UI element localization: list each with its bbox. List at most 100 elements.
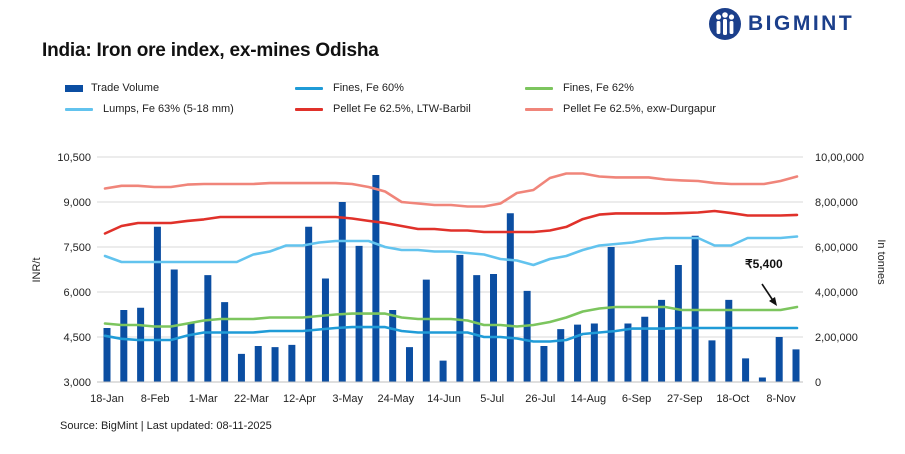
axes: 3,000 4,500 6,000 7,500 9,000 10,500 0 2,00,000… bbox=[57, 152, 864, 405]
y-tick-label: 9,000 bbox=[63, 197, 91, 209]
volume-bar bbox=[473, 275, 481, 382]
legend-item-fines-62: Fines, Fe 62% bbox=[525, 82, 634, 94]
volume-bar bbox=[170, 269, 178, 382]
legend-swatch bbox=[525, 107, 553, 111]
annotation-arrow bbox=[761, 283, 775, 303]
x-tick-label: 27-Sep bbox=[667, 393, 702, 405]
series-line bbox=[103, 325, 799, 343]
volume-bar bbox=[674, 265, 682, 382]
x-tick-label: 8-Feb bbox=[141, 393, 170, 405]
x-tick-label: 8-Nov bbox=[766, 393, 796, 405]
legend-item-trade-volume: Trade Volume bbox=[65, 82, 159, 94]
y2-tick-label: 10,00,000 bbox=[815, 152, 864, 164]
legend-swatch bbox=[65, 84, 83, 92]
volume-bar bbox=[254, 346, 262, 382]
legend-label: Pellet Fe 62.5%, exw-Durgapur bbox=[563, 103, 716, 115]
volume-bar bbox=[574, 324, 582, 382]
legend-swatch bbox=[295, 107, 323, 111]
volume-bar bbox=[607, 247, 615, 382]
volume-bar bbox=[708, 340, 716, 382]
volume-bar bbox=[490, 274, 498, 382]
volume-bar bbox=[506, 213, 514, 382]
price-annotation: ₹5,400 bbox=[745, 257, 783, 306]
legend-swatch bbox=[525, 86, 553, 90]
y-tick-label: 7,500 bbox=[63, 242, 91, 254]
volume-bar bbox=[557, 329, 565, 382]
x-tick-label: 14-Jun bbox=[427, 393, 461, 405]
y2-tick-label: 6,00,000 bbox=[815, 242, 858, 254]
volume-bar bbox=[237, 353, 245, 382]
brand-name: BIGMINT bbox=[748, 12, 855, 35]
x-tick-label: 24-May bbox=[378, 393, 415, 405]
x-tick-label: 14-Aug bbox=[571, 393, 606, 405]
volume-bar bbox=[658, 299, 666, 382]
volume-bar bbox=[523, 290, 531, 382]
volume-bar bbox=[758, 377, 766, 382]
volume-bar bbox=[725, 299, 733, 382]
legend-label: Fines, Fe 60% bbox=[333, 82, 404, 94]
volume-bar bbox=[305, 226, 313, 382]
volume-bar bbox=[120, 310, 128, 382]
legend-item-fines-60: Fines, Fe 60% bbox=[295, 82, 404, 94]
x-tick-label: 12-Apr bbox=[283, 393, 316, 405]
volume-bar bbox=[153, 226, 161, 382]
volume-bar bbox=[271, 347, 279, 382]
y-axis-label: INR/t bbox=[31, 257, 43, 282]
x-tick-label: 1-Mar bbox=[189, 393, 218, 405]
volume-bar bbox=[137, 307, 145, 382]
grid-lines bbox=[97, 156, 803, 338]
volume-bar bbox=[187, 323, 195, 382]
volume-bar bbox=[742, 358, 750, 382]
x-tick-label: 26-Jul bbox=[525, 393, 555, 405]
volume-bar bbox=[221, 302, 229, 382]
volume-bar bbox=[641, 316, 649, 382]
y2-axis-label: In tonnes bbox=[875, 239, 887, 285]
legend-label: Pellet Fe 62.5%, LTW-Barbil bbox=[333, 103, 471, 115]
volume-bar bbox=[456, 254, 464, 382]
source-note: Source: BigMint | Last updated: 08-11-20… bbox=[60, 420, 272, 432]
legend-swatch bbox=[65, 107, 93, 111]
legend-label: Lumps, Fe 63% (5-18 mm) bbox=[103, 103, 234, 115]
volume-bar bbox=[590, 323, 598, 382]
y-tick-label: 3,000 bbox=[63, 377, 91, 389]
volume-bar bbox=[792, 349, 800, 382]
legend-item-pellet-barbil: Pellet Fe 62.5%, LTW-Barbil bbox=[295, 103, 471, 115]
y-tick-label: 6,000 bbox=[63, 287, 91, 299]
volume-bar bbox=[288, 344, 296, 382]
x-tick-label: 22-Mar bbox=[234, 393, 269, 405]
y2-tick-label: 2,00,000 bbox=[815, 332, 858, 344]
series-line bbox=[103, 172, 799, 208]
series-line bbox=[103, 235, 799, 267]
legend-swatch bbox=[295, 86, 323, 90]
volume-bar bbox=[389, 310, 397, 382]
volume-bar bbox=[204, 275, 212, 382]
x-tick-label: 18-Jan bbox=[90, 393, 124, 405]
legend-item-lumps-63: Lumps, Fe 63% (5-18 mm) bbox=[65, 103, 234, 115]
chart-title: India: Iron ore index, ex-mines Odisha bbox=[42, 40, 379, 61]
price-lines bbox=[103, 172, 799, 343]
trade-volume-bars bbox=[103, 175, 800, 382]
y-tick-label: 4,500 bbox=[63, 332, 91, 344]
y2-tick-label: 0 bbox=[815, 377, 821, 389]
volume-bar bbox=[321, 278, 329, 382]
x-tick-label: 18-Oct bbox=[716, 393, 749, 405]
brand-logo: BIGMINT bbox=[708, 7, 854, 41]
volume-bar bbox=[405, 347, 413, 382]
volume-bar bbox=[691, 235, 699, 382]
volume-bar bbox=[540, 346, 548, 382]
volume-bar bbox=[338, 202, 346, 382]
annotation-arrowhead-icon bbox=[769, 297, 777, 306]
y2-tick-label: 4,00,000 bbox=[815, 287, 858, 299]
legend-label: Trade Volume bbox=[91, 82, 160, 94]
x-tick-label: 5-Jul bbox=[480, 393, 504, 405]
y2-tick-label: 8,00,000 bbox=[815, 197, 858, 209]
people-logo-icon bbox=[709, 8, 741, 40]
series-line bbox=[103, 209, 799, 235]
legend-item-pellet-durgapur: Pellet Fe 62.5%, exw-Durgapur bbox=[525, 103, 716, 115]
volume-bar bbox=[355, 245, 363, 382]
annotation-label: ₹5,400 bbox=[745, 257, 783, 271]
legend-label: Fines, Fe 62% bbox=[563, 82, 634, 94]
y-tick-label: 10,500 bbox=[57, 152, 91, 164]
x-tick-label: 3-May bbox=[332, 393, 363, 405]
